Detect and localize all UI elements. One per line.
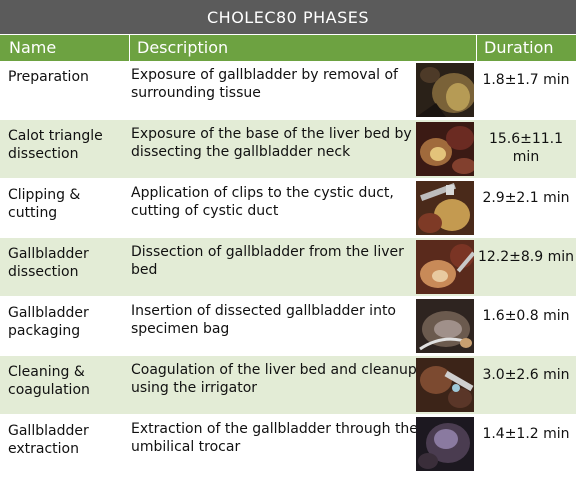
phase-duration: 1.8±1.7 min bbox=[482, 72, 570, 88]
table-row: Clipping & cutting Application of clips … bbox=[0, 179, 576, 238]
phase-name: Gallbladder dissection bbox=[8, 246, 89, 280]
header-divider bbox=[129, 35, 130, 61]
phase-duration: 1.4±1.2 min bbox=[482, 426, 570, 442]
surgery-frame-image bbox=[416, 181, 474, 235]
surgery-frame-image bbox=[416, 358, 474, 412]
surgery-frame-image bbox=[416, 299, 474, 353]
surgery-frame-image bbox=[416, 417, 474, 471]
table-row: Cleaning & coagulation Coagulation of th… bbox=[0, 356, 576, 415]
phase-duration: 12.2±8.9 min bbox=[477, 249, 575, 265]
table-row: Preparation Exposure of gallbladder by r… bbox=[0, 61, 576, 120]
phase-name: Clipping & cutting bbox=[8, 187, 81, 221]
phase-description: Exposure of gallbladder by removal of su… bbox=[131, 67, 398, 101]
surgery-frame-image bbox=[416, 417, 474, 471]
table-row: Gallbladder dissection Dissection of gal… bbox=[0, 238, 576, 297]
phase-description: Extraction of the gallbladder through th… bbox=[131, 421, 418, 455]
phase-name: Cleaning & coagulation bbox=[8, 364, 90, 398]
surgery-frame-image bbox=[416, 63, 474, 117]
header-description: Description bbox=[137, 38, 229, 57]
surgery-frame-image bbox=[416, 240, 474, 294]
phase-duration: 15.6±11.1 min bbox=[488, 131, 564, 165]
surgery-frame-image bbox=[416, 299, 474, 353]
phase-description: Coagulation of the liver bed and cleanup… bbox=[131, 362, 417, 396]
phase-name: Preparation bbox=[8, 69, 89, 85]
phase-duration: 3.0±2.6 min bbox=[482, 367, 570, 383]
header-duration: Duration bbox=[484, 38, 554, 57]
phase-duration: 1.6±0.8 min bbox=[482, 308, 570, 324]
phase-name: Calot triangle dissection bbox=[8, 128, 103, 162]
phase-rows: Preparation Exposure of gallbladder by r… bbox=[0, 61, 576, 474]
surgery-frame-image bbox=[416, 122, 474, 176]
table-row: Gallbladder packaging Insertion of disse… bbox=[0, 297, 576, 356]
table-row: Gallbladder extraction Extraction of the… bbox=[0, 415, 576, 474]
surgery-frame-image bbox=[416, 358, 474, 412]
table-row: Calot triangle dissection Exposure of th… bbox=[0, 120, 576, 179]
surgery-frame-image bbox=[416, 63, 474, 117]
surgery-frame-image bbox=[416, 122, 474, 176]
table-title: CHOLEC80 PHASES bbox=[0, 0, 576, 34]
phase-description: Dissection of gallbladder from the liver… bbox=[131, 244, 404, 278]
header-divider bbox=[476, 35, 477, 61]
phase-description: Application of clips to the cystic duct,… bbox=[131, 185, 394, 219]
phase-duration: 2.9±2.1 min bbox=[482, 190, 570, 206]
header-row: Name Description Duration bbox=[0, 35, 576, 61]
phase-description: Insertion of dissected gallbladder into … bbox=[131, 303, 397, 337]
surgery-frame-image bbox=[416, 181, 474, 235]
header-name: Name bbox=[9, 38, 57, 57]
surgery-frame-image bbox=[416, 240, 474, 294]
phase-name: Gallbladder packaging bbox=[8, 305, 89, 339]
phase-description: Exposure of the base of the liver bed by… bbox=[131, 126, 412, 160]
phase-name: Gallbladder extraction bbox=[8, 423, 89, 457]
